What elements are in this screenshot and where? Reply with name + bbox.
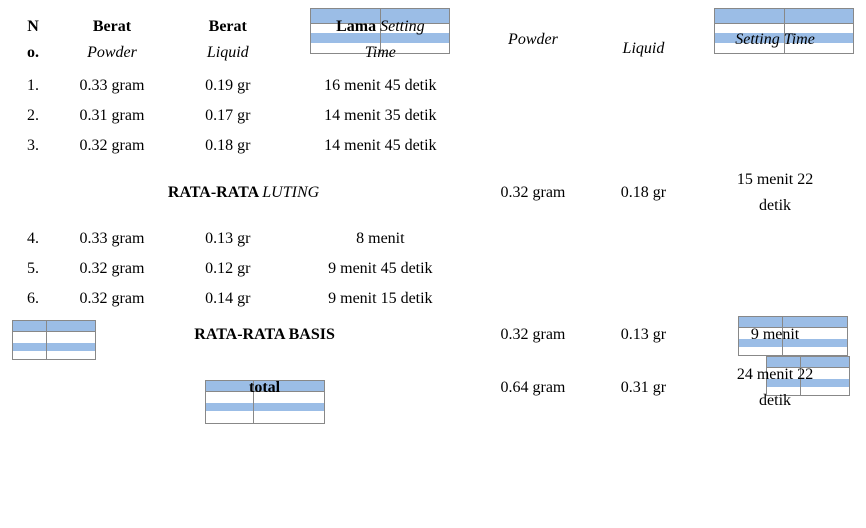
header-right-liquid: Liquid <box>595 36 692 62</box>
cell-no: 4. <box>27 230 39 247</box>
cell-time: 14 menit 35 detik <box>324 107 436 124</box>
cell-liquid: 0.17 gr <box>205 107 250 124</box>
luting-powder: 0.32 gram <box>501 184 566 201</box>
header-no-bottom: o. <box>16 40 50 66</box>
total-label: total <box>249 379 280 396</box>
header-no-top: N <box>16 14 50 40</box>
header-berat-2: Berat <box>174 14 282 40</box>
luting-time-2: detik <box>700 193 850 219</box>
table-row: 4. 0.33 gram 0.13 gr 8 menit <box>12 224 854 254</box>
cell-liquid: 0.12 gr <box>205 260 250 277</box>
cell-time: 16 menit 45 detik <box>324 77 436 94</box>
cell-no: 5. <box>27 260 39 277</box>
cell-time: 9 menit 15 detik <box>328 290 432 307</box>
header-liquid-1: Liquid <box>174 40 282 66</box>
cell-powder: 0.32 gram <box>80 290 145 307</box>
cell-time: 14 menit 45 detik <box>324 137 436 154</box>
header-right-powder: Powder <box>479 27 587 53</box>
table-header-row: N o. Berat Powder Berat Liquid Lama Sett… <box>12 8 854 71</box>
row-basis: RATA-RATA BASIS 0.32 gram 0.13 gr 9 meni… <box>12 314 854 356</box>
cell-powder: 0.31 gram <box>80 107 145 124</box>
luting-label: RATA-RATA LUTING <box>168 184 319 201</box>
total-liquid: 0.31 gr <box>621 379 666 396</box>
header-time: Time <box>290 40 471 66</box>
cell-powder: 0.32 gram <box>80 260 145 277</box>
total-time-1: 24 menit 22 <box>700 362 850 388</box>
cell-liquid: 0.13 gr <box>205 230 250 247</box>
row-luting: RATA-RATA LUTING 0.32 gram 0.18 gr 15 me… <box>12 161 854 224</box>
header-right-setting-time: Setting Time <box>735 31 815 48</box>
total-powder: 0.64 gram <box>501 379 566 396</box>
table-row: 5. 0.32 gram 0.12 gr 9 menit 45 detik <box>12 254 854 284</box>
header-berat-1: Berat <box>58 14 166 40</box>
basis-time: 9 menit <box>751 326 799 343</box>
cell-time: 9 menit 45 detik <box>328 260 432 277</box>
cell-time: 8 menit <box>356 230 404 247</box>
luting-liquid: 0.18 gr <box>621 184 666 201</box>
cell-powder: 0.33 gram <box>80 230 145 247</box>
total-time-2: detik <box>700 388 850 414</box>
header-lama-setting: Lama Setting <box>290 14 471 40</box>
cell-liquid: 0.19 gr <box>205 77 250 94</box>
table-row: 6. 0.32 gram 0.14 gr 9 menit 15 detik <box>12 284 854 314</box>
basis-powder: 0.32 gram <box>501 326 566 343</box>
data-table: N o. Berat Powder Berat Liquid Lama Sett… <box>12 8 854 420</box>
cell-no: 3. <box>27 137 39 154</box>
table-row: 3. 0.32 gram 0.18 gr 14 menit 45 detik <box>12 131 854 161</box>
cell-liquid: 0.18 gr <box>205 137 250 154</box>
row-total: total 0.64 gram 0.31 gr 24 menit 22 deti… <box>12 356 854 419</box>
cell-no: 1. <box>27 77 39 94</box>
table-row: 2. 0.31 gram 0.17 gr 14 menit 35 detik <box>12 101 854 131</box>
cell-liquid: 0.14 gr <box>205 290 250 307</box>
basis-liquid: 0.13 gr <box>621 326 666 343</box>
cell-no: 6. <box>27 290 39 307</box>
cell-powder: 0.33 gram <box>80 77 145 94</box>
header-powder-1: Powder <box>58 40 166 66</box>
luting-time-1: 15 menit 22 <box>700 167 850 193</box>
table-row: 1. 0.33 gram 0.19 gr 16 menit 45 detik <box>12 71 854 101</box>
cell-powder: 0.32 gram <box>80 137 145 154</box>
cell-no: 2. <box>27 107 39 124</box>
basis-label: RATA-RATA BASIS <box>194 326 335 343</box>
